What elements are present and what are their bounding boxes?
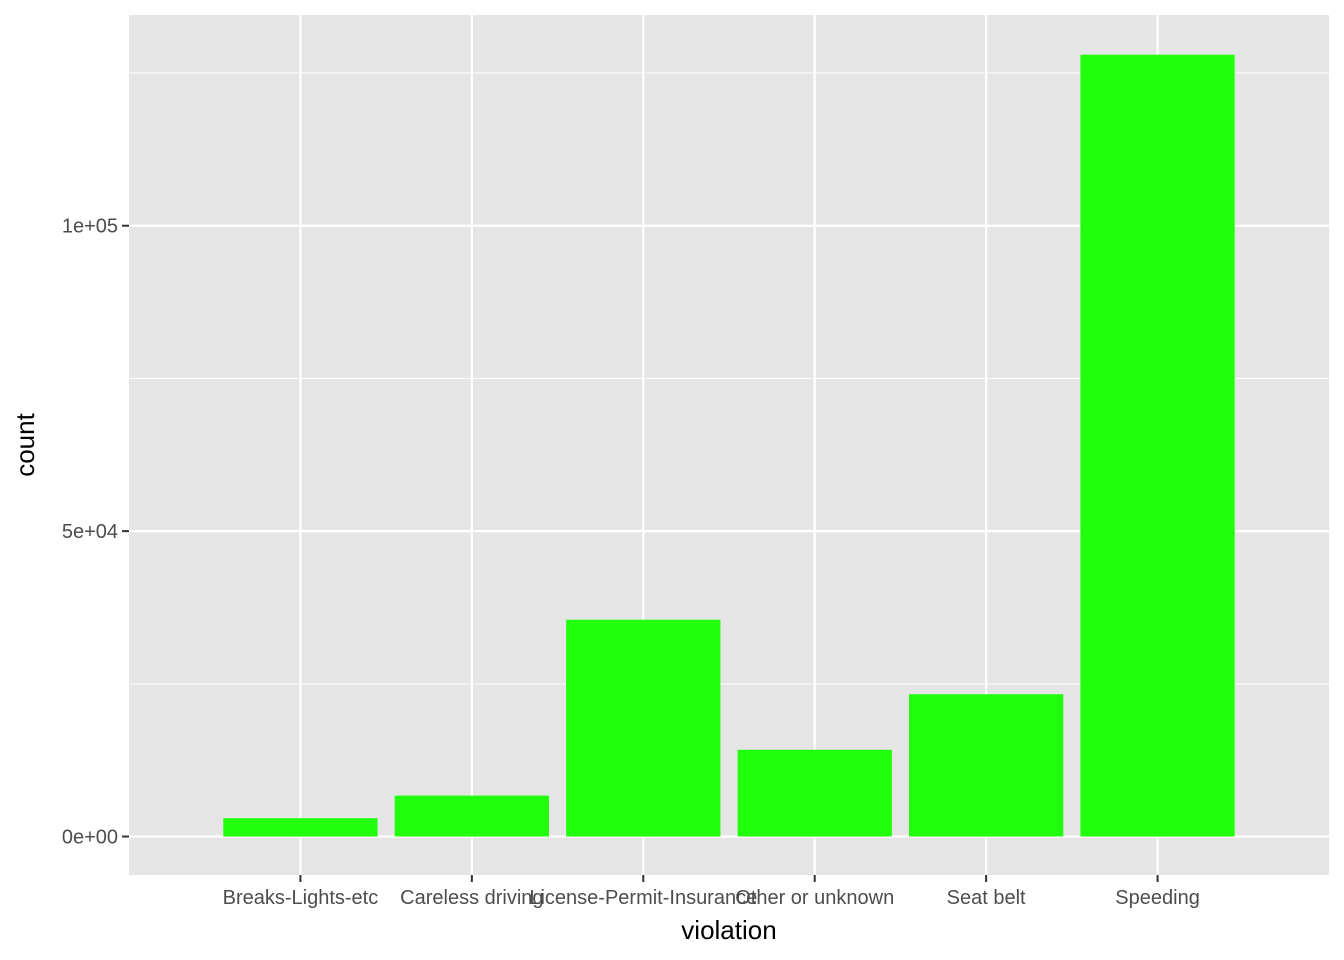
bar-other-or-unknown xyxy=(737,749,892,837)
bar-speeding xyxy=(1080,54,1235,837)
x-axis-title: violation xyxy=(681,915,776,945)
x-tick-label: Breaks-Lights-etc xyxy=(223,887,379,909)
bar-careless-driving xyxy=(394,795,549,837)
x-tick-label: License-Permit-Insurance xyxy=(529,887,757,909)
y-axis: 0e+00 5e+04 1e+05 xyxy=(62,216,129,849)
bars xyxy=(223,54,1235,837)
y-tick-label: 0e+00 xyxy=(62,827,118,849)
y-tick-label: 5e+04 xyxy=(62,521,118,543)
bar-license-permit-insurance xyxy=(566,619,721,837)
x-tick-label: Careless driving xyxy=(400,887,543,909)
x-tick-label: Seat belt xyxy=(947,887,1026,909)
y-tick-label: 1e+05 xyxy=(62,216,118,238)
x-tick-label: Other or unknown xyxy=(735,887,894,909)
y-axis-title: count xyxy=(10,412,40,476)
x-tick-label: Speeding xyxy=(1115,887,1200,909)
bar-breaks-lights-etc xyxy=(223,818,378,837)
x-axis: Breaks-Lights-etc Careless drivingLicense… xyxy=(223,875,1200,909)
bar-seat-belt xyxy=(909,694,1064,837)
